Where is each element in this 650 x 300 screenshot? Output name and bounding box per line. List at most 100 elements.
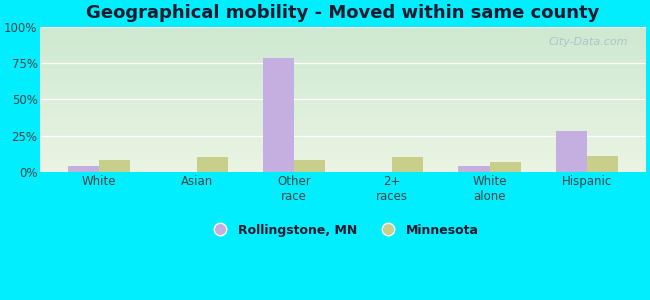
Bar — [40, 151, 646, 152]
Bar — [40, 166, 646, 167]
Bar — [40, 73, 646, 74]
Bar — [40, 116, 646, 117]
Bar — [40, 87, 646, 88]
Bar — [40, 138, 646, 139]
Bar — [40, 92, 646, 93]
Bar — [40, 146, 646, 147]
Bar — [40, 148, 646, 149]
Bar — [40, 96, 646, 97]
Bar — [40, 164, 646, 165]
Bar — [40, 106, 646, 107]
Bar — [40, 156, 646, 157]
Bar — [40, 169, 646, 170]
Bar — [40, 49, 646, 50]
Bar — [40, 149, 646, 150]
Bar — [40, 68, 646, 69]
Bar — [40, 152, 646, 153]
Bar — [40, 141, 646, 142]
Bar — [40, 150, 646, 151]
Bar — [40, 107, 646, 108]
Bar — [40, 70, 646, 71]
Bar — [40, 119, 646, 120]
Bar — [40, 27, 646, 28]
Bar — [40, 56, 646, 57]
Bar — [40, 165, 646, 166]
Bar — [40, 26, 646, 27]
Bar — [40, 39, 646, 40]
Legend: Rollingstone, MN, Minnesota: Rollingstone, MN, Minnesota — [203, 219, 484, 242]
Bar — [263, 58, 294, 172]
Bar — [40, 93, 646, 94]
Bar — [40, 31, 646, 32]
Bar — [40, 133, 646, 134]
Bar — [40, 42, 646, 43]
Bar — [294, 160, 326, 172]
Bar — [40, 53, 646, 54]
Bar — [40, 111, 646, 112]
Bar — [40, 46, 646, 47]
Bar — [40, 48, 646, 49]
Bar — [40, 139, 646, 140]
Bar — [40, 103, 646, 104]
Bar — [40, 50, 646, 51]
Bar — [40, 122, 646, 123]
Bar — [40, 101, 646, 102]
Bar — [40, 80, 646, 81]
Bar — [40, 57, 646, 58]
Bar — [40, 63, 646, 64]
Bar — [40, 28, 646, 29]
Bar — [40, 62, 646, 63]
Bar — [40, 123, 646, 124]
Bar — [40, 59, 646, 60]
Bar — [40, 44, 646, 45]
Bar — [40, 109, 646, 110]
Bar — [40, 117, 646, 118]
Bar — [40, 77, 646, 78]
Bar — [40, 88, 646, 89]
Bar — [556, 131, 587, 172]
Bar — [40, 108, 646, 109]
Bar — [40, 76, 646, 77]
Bar — [40, 74, 646, 75]
Bar — [392, 158, 423, 172]
Title: Geographical mobility - Moved within same county: Geographical mobility - Moved within sam… — [86, 4, 600, 22]
Bar — [40, 113, 646, 114]
Bar — [40, 98, 646, 99]
Bar — [40, 64, 646, 65]
Bar — [40, 162, 646, 163]
Bar — [40, 135, 646, 136]
Bar — [40, 85, 646, 86]
Bar — [40, 121, 646, 122]
Bar — [40, 112, 646, 113]
Bar — [40, 137, 646, 138]
Bar — [40, 69, 646, 70]
Bar — [40, 66, 646, 67]
Bar — [40, 104, 646, 105]
Bar — [40, 34, 646, 35]
Bar — [40, 147, 646, 148]
Bar — [40, 85, 646, 86]
Bar — [40, 168, 646, 169]
Bar — [40, 72, 646, 73]
Bar — [40, 125, 646, 126]
Bar — [40, 51, 646, 52]
Bar — [68, 166, 99, 172]
Bar — [40, 129, 646, 130]
Bar — [40, 40, 646, 41]
Bar — [40, 36, 646, 37]
Bar — [40, 35, 646, 36]
Bar — [40, 140, 646, 141]
Bar — [40, 90, 646, 91]
Bar — [40, 97, 646, 98]
Bar — [40, 130, 646, 131]
Bar — [40, 58, 646, 59]
Bar — [40, 118, 646, 119]
Bar — [40, 94, 646, 95]
Bar — [40, 33, 646, 34]
Bar — [40, 79, 646, 80]
Bar — [40, 43, 646, 44]
Bar — [40, 159, 646, 160]
Bar — [40, 38, 646, 39]
Bar — [40, 114, 646, 115]
Bar — [40, 89, 646, 90]
